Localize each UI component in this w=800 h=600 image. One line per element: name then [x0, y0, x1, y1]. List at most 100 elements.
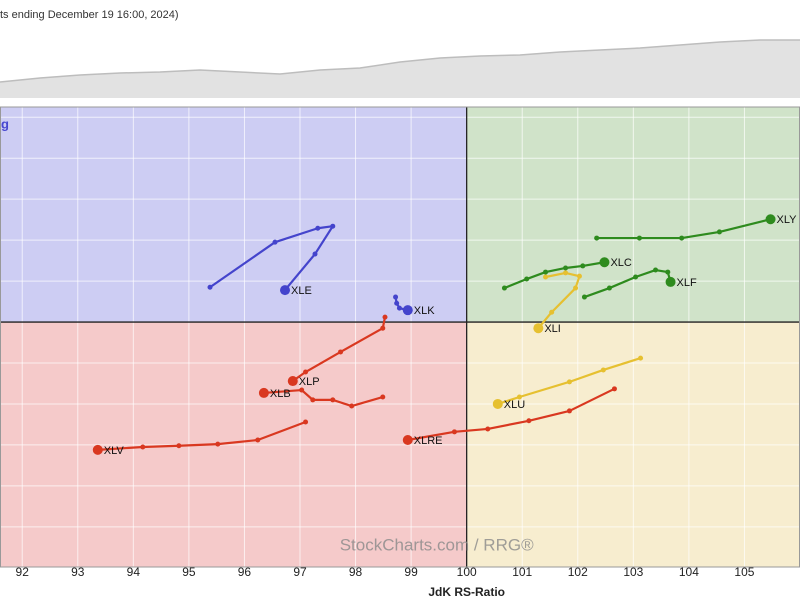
series-label: XLI — [544, 323, 561, 335]
trail-point — [396, 305, 402, 311]
trail-point — [638, 355, 644, 361]
trail-point — [501, 285, 507, 291]
trail-point — [176, 443, 182, 449]
series-label: XLC — [610, 257, 631, 269]
head-point — [280, 285, 290, 296]
x-tick-label: 98 — [349, 565, 363, 579]
trail — [504, 261, 605, 290]
trail-point — [679, 235, 685, 241]
benchmark-area — [0, 40, 800, 98]
quadrant-label: g — [1, 116, 9, 131]
trail-point — [393, 294, 399, 300]
trail-point — [563, 270, 569, 276]
trail-point — [716, 229, 722, 235]
x-tick-label: 105 — [734, 565, 754, 579]
trail-point — [310, 397, 316, 403]
trail-point — [524, 276, 530, 282]
head-point — [599, 257, 610, 268]
x-tick-label: 102 — [568, 565, 588, 579]
trail-point — [526, 418, 532, 424]
benchmark-line — [0, 39, 800, 83]
trail-point — [566, 379, 572, 385]
trail-point — [382, 314, 388, 320]
head-point — [533, 323, 544, 334]
trail-point — [600, 367, 606, 373]
trail-point — [566, 408, 572, 414]
x-tick-label: 99 — [404, 565, 418, 579]
trail-point — [543, 274, 549, 280]
head-point — [287, 376, 298, 387]
series-label: XLY — [777, 214, 798, 226]
head-point — [765, 214, 776, 225]
series-label: XLRE — [414, 435, 443, 447]
trail-point — [563, 265, 569, 271]
x-tick-label: 103 — [623, 565, 643, 579]
series-label: XLV — [104, 445, 125, 457]
trail — [263, 388, 384, 408]
trail-point — [303, 419, 309, 425]
trail-point — [338, 349, 344, 355]
head-point — [92, 444, 103, 455]
trail-point — [636, 235, 642, 241]
subtitle: ts ending December 19 16:00, 2024) — [0, 9, 179, 21]
trail-point — [140, 444, 146, 450]
trail-point — [580, 263, 586, 269]
trail-point — [543, 269, 549, 275]
trail-point — [299, 387, 305, 393]
series-label: XLU — [504, 399, 525, 411]
trail-point — [303, 369, 309, 375]
trail-point — [611, 386, 617, 392]
x-tick-label: 94 — [127, 565, 141, 579]
trail-point — [573, 285, 579, 291]
trail-point — [349, 403, 355, 409]
x-tick-label: 92 — [16, 565, 30, 579]
x-tick-label: 97 — [293, 565, 307, 579]
trail — [407, 387, 615, 442]
trail-point — [315, 225, 321, 231]
trail-point — [606, 285, 612, 291]
quadrant-improving — [0, 107, 467, 323]
x-tick-label: 101 — [512, 565, 532, 579]
x-tick-label: 93 — [71, 565, 85, 579]
x-tick-label: 104 — [679, 565, 699, 579]
trail-point — [394, 300, 400, 306]
x-tick-label: 95 — [182, 565, 196, 579]
trail-point — [255, 437, 261, 443]
trail-point — [485, 426, 491, 432]
trail-point — [576, 273, 582, 279]
x-axis-label: JdK RS-Ratio — [428, 585, 505, 599]
trail-point — [312, 251, 318, 257]
series-label: XLE — [291, 285, 312, 297]
trail-point — [330, 223, 336, 229]
head-point — [492, 398, 503, 409]
head-point — [402, 435, 413, 446]
trail-point — [516, 394, 522, 400]
trail-point — [665, 269, 671, 275]
x-tick-label: 96 — [238, 565, 252, 579]
head-point — [665, 276, 676, 287]
trail-point — [581, 294, 587, 300]
trail-point — [653, 267, 659, 273]
trail-point — [207, 284, 213, 290]
x-tick-label: 100 — [457, 565, 477, 579]
head-point — [402, 305, 413, 316]
trail-point — [215, 441, 221, 447]
series-label: XLP — [299, 376, 320, 388]
trail — [97, 420, 306, 451]
trail-point — [549, 309, 555, 315]
watermark: StockCharts.com / RRG® — [340, 535, 534, 554]
series-label: XLB — [270, 388, 291, 400]
trail — [209, 225, 334, 291]
head-point — [258, 387, 269, 398]
trail-point — [330, 397, 336, 403]
trail-point — [272, 239, 278, 245]
trail-point — [451, 429, 457, 435]
trail-point — [633, 274, 639, 280]
trail — [537, 271, 581, 329]
series-label: XLK — [414, 305, 435, 317]
trail-point — [594, 235, 600, 241]
trail-point — [380, 394, 386, 400]
series-label: XLF — [677, 277, 697, 289]
trail-point — [380, 325, 386, 331]
